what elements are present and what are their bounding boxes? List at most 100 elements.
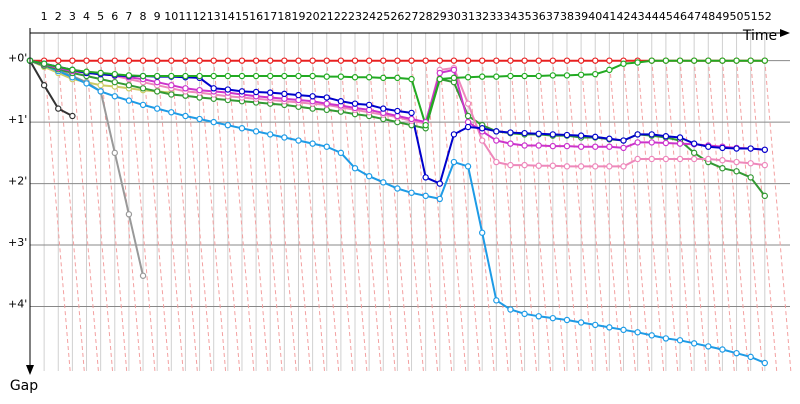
lap-line <box>665 59 693 372</box>
data-point <box>210 118 217 126</box>
data-point <box>295 137 302 144</box>
lap-line <box>86 59 114 372</box>
data-point <box>592 70 599 78</box>
data-point <box>478 137 486 144</box>
data-point <box>464 123 472 131</box>
data-point <box>380 179 387 186</box>
data-point <box>182 112 189 120</box>
data-point <box>153 88 161 95</box>
data-point <box>549 57 557 64</box>
lap-line <box>608 59 636 372</box>
data-point <box>521 161 528 169</box>
data-point <box>182 72 189 80</box>
data-point <box>719 57 726 64</box>
data-point <box>761 192 769 200</box>
data-point <box>493 158 500 166</box>
data-point <box>507 57 514 64</box>
data-point <box>549 142 557 150</box>
data-point <box>408 115 415 123</box>
data-point <box>719 157 726 164</box>
x-tick-label: 5 <box>97 10 104 23</box>
lap-line <box>43 59 71 372</box>
x-tick-label: 4 <box>83 10 90 23</box>
data-point <box>648 332 655 339</box>
y-tick-label: +0' <box>8 52 27 65</box>
data-point <box>309 93 316 100</box>
data-point <box>139 85 147 92</box>
data-point <box>436 195 443 203</box>
x-tick-label: 21 <box>320 10 334 23</box>
data-point <box>422 174 429 181</box>
x-tick-label: 48 <box>701 10 715 23</box>
data-point <box>521 310 528 318</box>
data-point <box>394 74 401 82</box>
data-point <box>705 143 712 150</box>
lap-line <box>199 59 227 372</box>
lap-line <box>213 59 241 372</box>
data-point <box>69 57 76 64</box>
data-point <box>719 144 726 152</box>
data-point <box>394 107 401 115</box>
data-point <box>182 85 189 92</box>
data-point <box>281 90 288 98</box>
lap-line <box>750 59 778 372</box>
data-point <box>450 74 458 82</box>
data-point <box>365 172 373 180</box>
data-point <box>238 88 246 95</box>
data-point <box>648 131 655 138</box>
x-tick-label: 41 <box>602 10 616 23</box>
data-point <box>733 57 740 64</box>
x-tick-label: 3 <box>69 10 76 23</box>
y-axis-arrow <box>26 365 34 375</box>
data-point <box>153 57 161 64</box>
lap-line <box>453 59 481 372</box>
data-point <box>436 75 443 83</box>
x-axis-arrow <box>780 29 790 37</box>
data-point <box>761 161 769 169</box>
x-tick-label: 2 <box>55 10 62 23</box>
data-point <box>196 72 203 80</box>
data-point <box>139 57 147 64</box>
data-point <box>408 109 415 117</box>
x-tick-label: 19 <box>291 10 305 23</box>
data-point <box>577 57 585 64</box>
data-point <box>464 100 472 107</box>
data-point <box>690 340 698 347</box>
lap-line <box>552 59 580 372</box>
plot <box>26 57 769 367</box>
lap-line <box>128 59 156 372</box>
x-tick-label: 10 <box>164 10 178 23</box>
data-point <box>168 109 175 116</box>
data-point <box>606 143 613 150</box>
data-point <box>620 60 627 67</box>
data-point <box>747 57 754 64</box>
data-point <box>592 143 599 150</box>
data-point <box>380 74 387 82</box>
data-point <box>620 137 627 144</box>
data-point <box>676 155 684 163</box>
data-point <box>662 335 670 342</box>
lap-line <box>227 59 255 372</box>
x-tick-label: 35 <box>518 10 532 23</box>
x-tick-label: 23 <box>348 10 362 23</box>
data-point <box>493 137 500 144</box>
data-point <box>196 86 203 94</box>
data-point <box>210 57 217 64</box>
y-tick-label: +1' <box>8 113 27 126</box>
data-point <box>422 121 429 129</box>
y-tick-label: +3' <box>8 236 27 249</box>
x-tick-label: 30 <box>447 10 461 23</box>
data-point <box>224 86 232 93</box>
lap-line <box>184 59 212 372</box>
x-tick-label: 7 <box>125 10 132 23</box>
data-point <box>549 162 557 169</box>
data-point <box>648 155 655 163</box>
x-axis-label: Time <box>742 28 777 44</box>
data-point <box>733 168 740 175</box>
x-tick-label: 22 <box>334 10 348 23</box>
data-point <box>493 297 500 304</box>
data-point <box>125 82 133 89</box>
lap-line <box>269 59 297 372</box>
data-point <box>676 57 684 64</box>
lap-line <box>580 59 608 372</box>
